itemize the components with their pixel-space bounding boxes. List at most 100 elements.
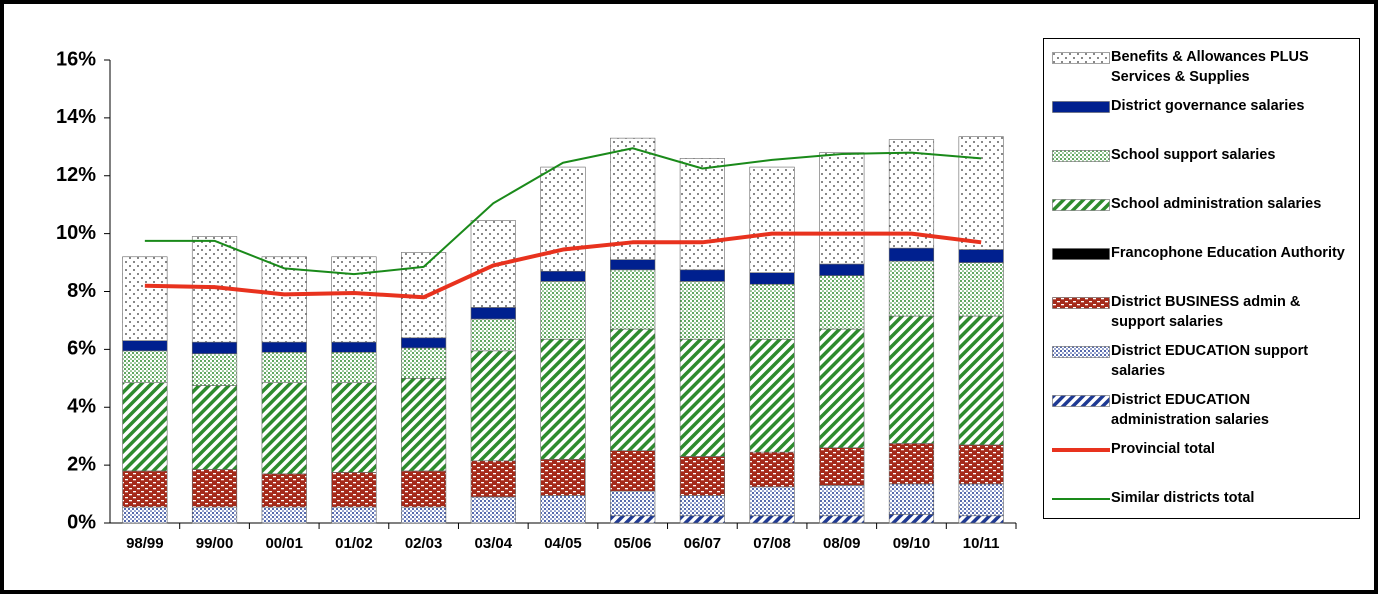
- x-tick-label: 02/03: [405, 535, 443, 552]
- bar-segment: [958, 483, 1004, 517]
- bar-segment: [679, 269, 725, 282]
- bar-segment: [888, 247, 935, 262]
- bar-segment: [958, 249, 1004, 263]
- bar-segment: [749, 486, 795, 517]
- y-tick-label: 8%: [67, 280, 96, 302]
- bar-segment: [401, 506, 447, 524]
- bar-segment: [958, 515, 1004, 524]
- legend-entry: School support salaries: [1044, 145, 1359, 194]
- x-tick-label: 01/02: [335, 535, 373, 552]
- bar-segment: [401, 337, 447, 349]
- legend-entry: District BUSINESS admin & support salari…: [1044, 292, 1359, 341]
- legend-swatch: [1052, 199, 1110, 211]
- bar-segment: [122, 470, 168, 508]
- legend-label: District BUSINESS admin & support salari…: [1111, 294, 1301, 330]
- bar-segment: [888, 443, 935, 485]
- x-tick-label: 99/00: [196, 535, 234, 552]
- bar-segment: [331, 351, 377, 383]
- bar-segment: [958, 315, 1004, 446]
- bar-segment: [819, 328, 865, 449]
- bar-segment: [401, 378, 447, 472]
- bar-segment: [749, 283, 795, 340]
- bar-segment: [261, 256, 307, 343]
- legend-entry: District governance salaries: [1044, 96, 1359, 145]
- legend-swatch: [1052, 52, 1110, 64]
- bar-segment: [191, 506, 238, 524]
- bar-segment: [610, 490, 656, 517]
- x-tick-label: 03/04: [475, 535, 513, 552]
- legend-label: District governance salaries: [1111, 98, 1305, 114]
- legend-label: Francophone Education Authority: [1111, 245, 1345, 261]
- bar-segment: [122, 382, 168, 472]
- legend-swatch: [1052, 498, 1110, 500]
- bar-segment: [610, 269, 656, 330]
- x-tick-label: 00/01: [265, 535, 303, 552]
- y-tick-label: 4%: [67, 396, 96, 418]
- bar-segment: [888, 315, 935, 444]
- bar-segment: [122, 340, 168, 352]
- bar-segment: [540, 459, 586, 496]
- legend-entry: Benefits & Allowances PLUS Services & Su…: [1044, 47, 1359, 96]
- bar-segment: [749, 451, 795, 488]
- bar-segment: [191, 385, 238, 470]
- bar-segment: [679, 338, 725, 457]
- bar-segment: [958, 444, 1004, 485]
- line-series: [144, 147, 982, 276]
- bar-segment: [679, 456, 725, 496]
- legend-swatch: [1052, 297, 1110, 309]
- bar-segment: [749, 166, 795, 273]
- x-tick-label: 06/07: [684, 535, 722, 552]
- legend-entry: Similar districts total: [1044, 488, 1359, 537]
- bar-segment: [331, 506, 377, 524]
- bar-segment: [610, 328, 656, 451]
- legend-swatch: [1052, 346, 1110, 358]
- legend-entry: Francophone Education Authority: [1044, 243, 1359, 292]
- bar-segment: [679, 281, 725, 340]
- bar-segment: [749, 515, 795, 524]
- bar-segment: [610, 515, 656, 524]
- legend-swatch: [1052, 101, 1110, 113]
- bar-segment: [819, 447, 865, 486]
- bar-segment: [888, 139, 935, 249]
- legend-label: District EDUCATION administration salari…: [1111, 392, 1269, 428]
- bar-segment: [679, 495, 725, 517]
- bar-segment: [470, 350, 516, 462]
- legend-label: District EDUCATION support salaries: [1111, 343, 1309, 379]
- x-tick-label: 08/09: [823, 535, 861, 552]
- bar-segment: [679, 158, 725, 271]
- y-tick-label: 2%: [67, 453, 96, 475]
- x-tick-label: 07/08: [753, 535, 791, 552]
- x-tick-label: 09/10: [893, 535, 931, 552]
- bar-segment: [540, 281, 586, 340]
- x-tick-label: 98/99: [126, 535, 164, 552]
- legend-swatch: [1052, 248, 1110, 260]
- bar-segment: [191, 469, 238, 508]
- bar-segment: [331, 341, 377, 353]
- x-tick-label: 10/11: [963, 535, 1000, 552]
- y-tick-label: 16%: [56, 48, 96, 70]
- bar-segment: [679, 515, 725, 524]
- bar-segment: [888, 514, 935, 524]
- bar-segment: [749, 338, 795, 453]
- bar-segment: [401, 347, 447, 379]
- chart: 0% 2% 4% 6% 8% 10% 12% 14% 16% 98/99 99/00 00/01 01/…: [56, 48, 1017, 552]
- bar-segment: [749, 272, 795, 285]
- y-tick-label: 10%: [56, 222, 96, 244]
- bar-segment: [122, 506, 168, 524]
- y-tick-label: 0%: [67, 511, 96, 533]
- bar-segment: [540, 270, 586, 282]
- bar-segment: [191, 341, 238, 355]
- bar-segment: [888, 260, 935, 317]
- bar-segment: [261, 382, 307, 475]
- bar-segment: [331, 256, 377, 343]
- y-tick-label: 14%: [56, 106, 96, 128]
- bar-segment: [261, 506, 307, 524]
- legend-label: School administration salaries: [1111, 196, 1322, 212]
- legend-label: Similar districts total: [1111, 490, 1255, 506]
- bar-segment: [191, 353, 238, 386]
- x-tick-label: 05/06: [614, 535, 652, 552]
- y-tick-label: 12%: [56, 164, 96, 186]
- bar-segment: [610, 450, 656, 492]
- bar-segment: [261, 341, 307, 353]
